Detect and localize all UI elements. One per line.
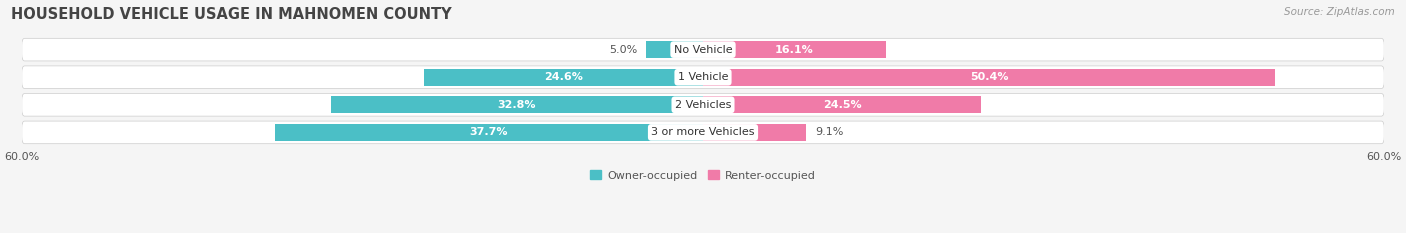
Text: 3 or more Vehicles: 3 or more Vehicles (651, 127, 755, 137)
Text: 5.0%: 5.0% (609, 45, 637, 55)
Text: 24.6%: 24.6% (544, 72, 583, 82)
Text: 16.1%: 16.1% (775, 45, 814, 55)
Legend: Owner-occupied, Renter-occupied: Owner-occupied, Renter-occupied (586, 166, 820, 185)
Text: 32.8%: 32.8% (498, 100, 536, 110)
Text: 2 Vehicles: 2 Vehicles (675, 100, 731, 110)
Bar (703, 124, 806, 141)
Text: Source: ZipAtlas.com: Source: ZipAtlas.com (1284, 7, 1395, 17)
Text: 9.1%: 9.1% (815, 127, 844, 137)
FancyBboxPatch shape (21, 121, 1385, 144)
Bar (703, 41, 886, 58)
Bar (647, 41, 703, 58)
FancyBboxPatch shape (21, 66, 1385, 89)
FancyBboxPatch shape (21, 38, 1385, 61)
Text: 24.5%: 24.5% (823, 100, 862, 110)
Bar (330, 96, 703, 113)
Text: HOUSEHOLD VEHICLE USAGE IN MAHNOMEN COUNTY: HOUSEHOLD VEHICLE USAGE IN MAHNOMEN COUN… (11, 7, 451, 22)
Bar (276, 124, 703, 141)
FancyBboxPatch shape (21, 93, 1385, 116)
Text: 37.7%: 37.7% (470, 127, 508, 137)
Text: No Vehicle: No Vehicle (673, 45, 733, 55)
Text: 50.4%: 50.4% (970, 72, 1008, 82)
Text: 1 Vehicle: 1 Vehicle (678, 72, 728, 82)
Bar (703, 69, 1275, 86)
Bar (423, 69, 703, 86)
Bar (703, 96, 981, 113)
